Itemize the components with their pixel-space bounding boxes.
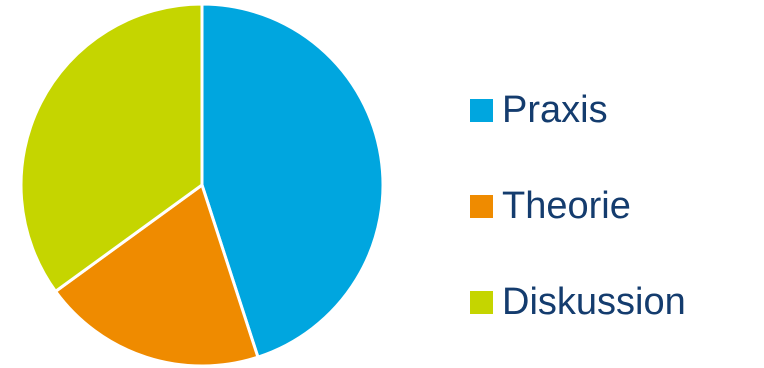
legend-label: Theorie bbox=[502, 185, 631, 227]
legend: Praxis Theorie Diskussion bbox=[470, 62, 760, 350]
legend-item-theorie: Theorie bbox=[470, 158, 760, 254]
legend-label: Praxis bbox=[502, 89, 608, 131]
pie-slice-theorie bbox=[54, 183, 260, 368]
legend-swatch bbox=[470, 290, 493, 314]
pie-slice-diskussion bbox=[19, 2, 204, 293]
legend-item-praxis: Praxis bbox=[470, 62, 760, 158]
pie-slice-praxis bbox=[200, 2, 385, 359]
legend-item-diskussion: Diskussion bbox=[470, 254, 760, 350]
legend-label: Diskussion bbox=[502, 281, 686, 323]
legend-swatch bbox=[470, 194, 493, 218]
legend-swatch bbox=[470, 98, 493, 122]
pie-slices bbox=[19, 2, 385, 368]
